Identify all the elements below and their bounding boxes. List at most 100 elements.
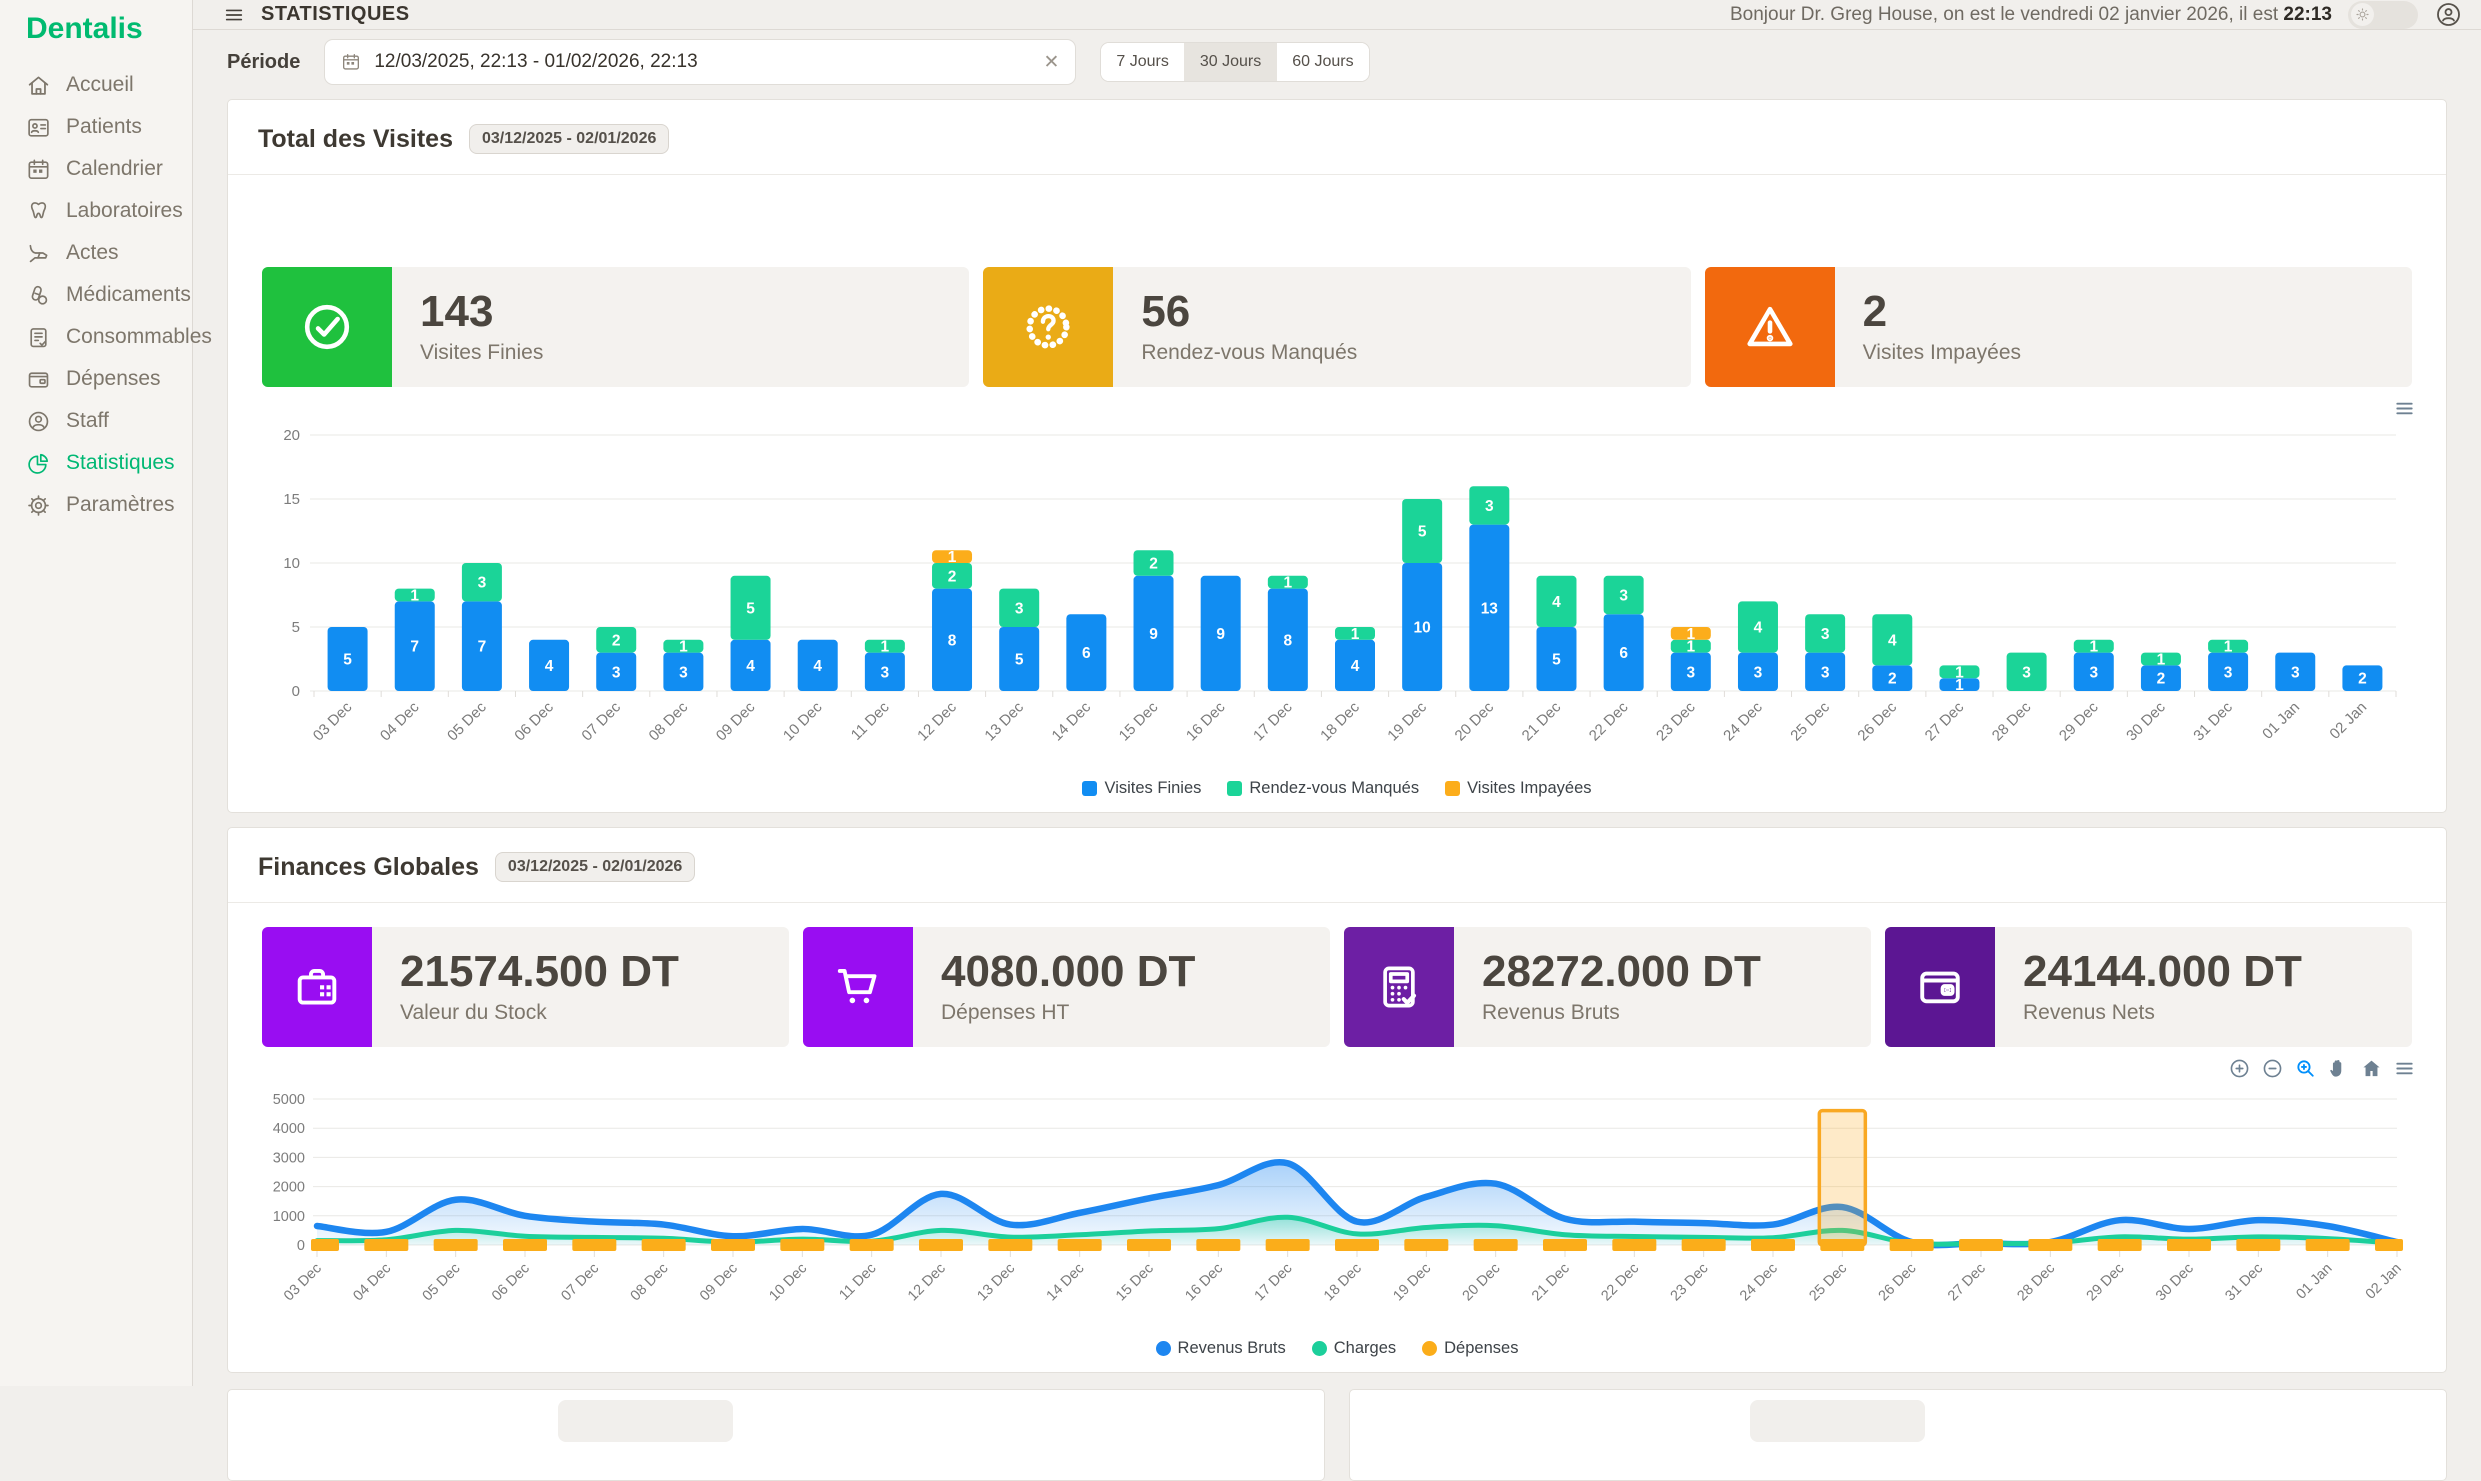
tooth-icon [30,201,47,218]
sidebar-item-actes[interactable]: Actes [0,232,192,274]
svg-text:1: 1 [1955,677,1964,694]
svg-text:1: 1 [679,639,688,656]
svg-text:03 Dec: 03 Dec [310,698,356,744]
periode-row: Période 12/03/2025, 22:13 - 01/02/2026, … [227,39,2447,85]
zoom-out-icon[interactable] [2261,1057,2284,1080]
sidebar-toggle-icon[interactable] [223,4,245,26]
legend-item-charges[interactable]: Charges [1311,1339,1396,1358]
svg-text:1: 1 [881,639,890,656]
legend-item-dépenses[interactable]: Dépenses [1422,1339,1518,1358]
sidebar-item-medicaments[interactable]: Médicaments [0,274,192,316]
svg-text:10: 10 [1414,620,1431,637]
svg-text:5: 5 [1015,652,1024,669]
svg-text:09 Dec: 09 Dec [713,698,759,744]
svg-text:5: 5 [746,600,755,617]
svg-text:22 Dec: 22 Dec [1598,1261,1642,1305]
user-circle-icon [28,411,49,431]
legend-item-visites-impayées[interactable]: Visites Impayées [1445,779,1592,798]
stat-label: Revenus Bruts [1482,1000,1620,1024]
main-area: STATISTIQUES Bonjour Dr. Greg House, on … [193,0,2481,1481]
clear-date-icon[interactable]: ✕ [1043,51,1060,73]
svg-text:19 Dec: 19 Dec [1390,1261,1434,1305]
svg-text:3: 3 [1619,588,1628,605]
sidebar-item-statistiques[interactable]: Statistiques [0,442,192,484]
avatar-icon [2437,3,2460,26]
svg-text:3: 3 [679,664,688,681]
warning-triangle-icon [1747,306,1793,347]
svg-text:4: 4 [746,658,755,675]
date-range-badge: 03/12/2025 - 02/01/2026 [468,124,670,154]
sidebar-item-accueil[interactable]: Accueil [0,64,192,106]
stat-card-revenus-nets: 24144.000 DT Revenus Nets [1885,927,2412,1047]
svg-text:06 Dec: 06 Dec [511,698,557,744]
menu-icon[interactable] [2393,397,2416,420]
range-button-7-jours[interactable]: 7 Jours [1101,43,1184,81]
annotation-box [1817,1108,1868,1247]
clock-time: 22:13 [2283,3,2332,25]
zoom-in-icon[interactable] [2228,1057,2251,1080]
svg-text:4000: 4000 [273,1121,305,1137]
svg-text:16 Dec: 16 Dec [1182,1261,1226,1305]
reset-icon [2363,1060,2380,1077]
svg-text:1: 1 [1955,664,1964,681]
theme-toggle[interactable] [2348,0,2418,29]
sidebar-nav: Accueil Patients Calendrier Laboratoires Act… [0,64,212,526]
svg-text:06 Dec: 06 Dec [489,1261,533,1305]
svg-text:5: 5 [343,652,352,669]
svg-text:03 Dec: 03 Dec [281,1261,325,1305]
svg-text:31 Dec: 31 Dec [2190,698,2236,744]
section-title-finances: Finances Globales [258,852,479,881]
svg-text:1: 1 [1284,575,1293,592]
pan-icon[interactable] [2327,1057,2350,1080]
sidebar-item-staff[interactable]: Staff [0,400,192,442]
svg-text:19 Dec: 19 Dec [1384,698,1430,744]
stat-value: 143 [420,286,494,336]
svg-text:13: 13 [1481,600,1499,617]
sidebar-item-patients[interactable]: Patients [0,106,192,148]
legend-item-visites-finies[interactable]: Visites Finies [1082,779,1201,798]
finances-area-chart[interactable]: 0 1000 2000 3000 4000 5000 03 Dec 04 Dec 05 Dec 0… [262,1083,2412,1335]
finances-chart-block: 0 1000 2000 3000 4000 5000 03 Dec 04 Dec 05 Dec 0… [242,1053,2432,1372]
legend-label: Visites Impayées [1467,779,1592,797]
user-avatar-icon[interactable] [2434,0,2463,29]
topbar: STATISTIQUES Bonjour Dr. Greg House, on … [193,0,2481,30]
stat-card-rendez-vous-manqués: 56 Rendez-vous Manqués [983,267,1691,387]
stat-label: Revenus Nets [2023,1000,2155,1024]
visites-chart-block: 0 5 10 15 20 5 03 Dec 7 1 04 Dec 7 3 05 Dec 4 06 Dec 3 2… [242,393,2432,812]
svg-text:12 Dec: 12 Dec [905,1261,949,1305]
sidebar-item-calendrier[interactable]: Calendrier [0,148,192,190]
finances-panel: Finances Globales 03/12/2025 - 02/01/202… [227,827,2447,1373]
legend-marker [1445,781,1461,796]
svg-text:07 Dec: 07 Dec [558,1261,602,1305]
visites-panel: Total des Visites 03/12/2025 - 02/01/202… [227,99,2447,813]
sidebar-item-label: Laboratoires [66,199,183,222]
sidebar-item-parametres[interactable]: Paramètres [0,484,192,526]
stat-icon-box [1344,927,1454,1047]
date-range-input[interactable]: 12/03/2025, 22:13 - 01/02/2026, 22:13 ✕ [324,39,1077,85]
sidebar-item-laboratoires[interactable]: Laboratoires [0,190,192,232]
svg-text:21 Dec: 21 Dec [1529,1261,1573,1305]
svg-text:09 Dec: 09 Dec [697,1261,741,1305]
sidebar-item-consommables[interactable]: Consommables [0,316,212,358]
stat-icon-box [262,267,392,387]
menu-icon[interactable] [2393,1057,2416,1080]
range-button-60-jours[interactable]: 60 Jours [1276,43,1369,81]
sidebar-item-label: Staff [66,409,109,432]
legend-item-revenus-bruts[interactable]: Revenus Bruts [1155,1339,1286,1358]
reset-icon[interactable] [2360,1057,2383,1080]
svg-text:30 Dec: 30 Dec [2153,1261,2197,1305]
legend-marker [1311,1341,1327,1356]
sidebar-item-depenses[interactable]: Dépenses [0,358,192,400]
pie-chart-icon [28,453,49,474]
svg-text:4: 4 [1754,620,1763,637]
selection-zoom-icon[interactable] [2294,1057,2317,1080]
svg-text:2: 2 [2157,671,2166,688]
svg-text:1: 1 [410,588,419,605]
sidebar-item-label: Paramètres [66,493,175,516]
range-button-30-jours[interactable]: 30 Jours [1183,43,1277,81]
sidebar-item-label: Actes [66,241,119,264]
stat-label: Dépenses HT [941,1000,1070,1024]
legend-item-rendez-vous-manqués[interactable]: Rendez-vous Manqués [1227,779,1419,798]
wallet-icon [28,371,49,388]
